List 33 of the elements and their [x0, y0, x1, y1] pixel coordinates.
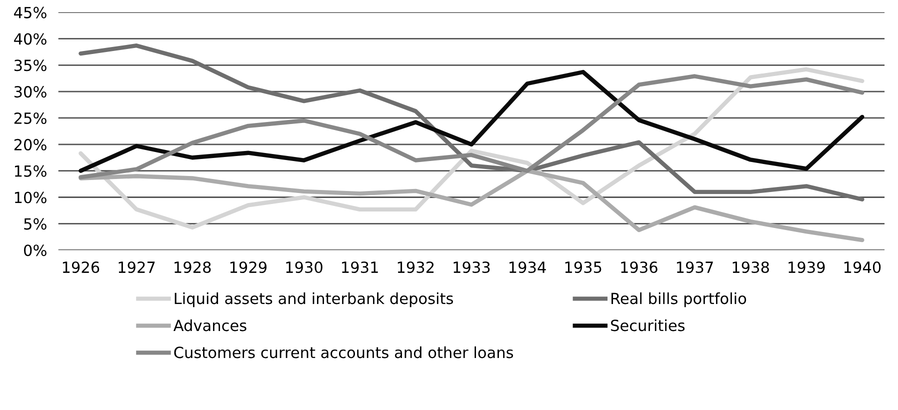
y-tick-label: 30% [14, 86, 46, 98]
x-tick-label: 1930 [286, 261, 322, 274]
x-tick-label: 1939 [788, 261, 825, 274]
y-tick-label: 10% [14, 192, 46, 204]
y-tick-label: 45% [14, 6, 46, 18]
y-tick-label: 15% [14, 165, 46, 177]
x-tick-label: 1928 [174, 261, 211, 274]
line-series [78, 168, 864, 242]
x-tick-label: 1926 [62, 261, 100, 274]
line-series [78, 44, 864, 202]
x-tick-label: 1931 [342, 261, 378, 274]
legend-label: Securities [611, 319, 685, 332]
x-tick-label: 1933 [454, 261, 490, 274]
y-tick-label: 35% [14, 60, 46, 72]
x-tick-label: 1929 [230, 261, 267, 274]
x-tick-label: 1940 [844, 261, 881, 274]
y-tick-label: 5% [24, 218, 46, 230]
legend-label: Real bills portfolio [612, 292, 746, 308]
y-tick-label: 20% [14, 138, 46, 150]
y-tick-label: 40% [14, 33, 46, 45]
y-tick-label: 0% [24, 244, 46, 256]
legend-label: Advances [173, 319, 246, 332]
legend-label: Liquid assets and interbank deposits [174, 292, 453, 308]
x-tick-label: 1932 [398, 261, 434, 274]
x-tick-label: 1938 [732, 261, 769, 274]
x-tick-label: 1937 [676, 261, 713, 274]
x-tick-label: 1934 [510, 261, 546, 274]
x-tick-label: 1927 [118, 261, 155, 274]
x-tick-label: 1935 [565, 261, 602, 274]
y-tick-label: 25% [14, 112, 46, 124]
legend-label: Customers current accounts and other loans [174, 346, 514, 358]
x-tick-label: 1936 [621, 261, 658, 274]
line-series [78, 67, 864, 230]
